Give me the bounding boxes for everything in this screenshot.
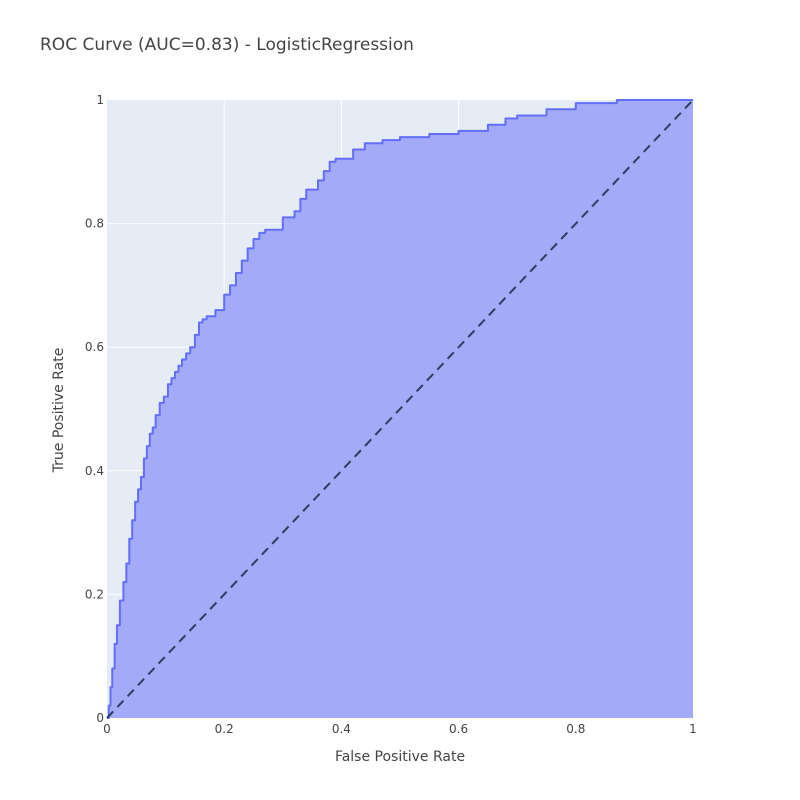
roc-curve-line (107, 99, 693, 719)
diagonal-reference-line (106, 99, 694, 719)
y-tick-label: 0.8 (85, 217, 104, 231)
series-layer (106, 99, 694, 719)
x-axis-ticks: 0 0.2 0.4 0.6 0.8 1 (103, 722, 697, 736)
x-tick-label: 0.6 (449, 722, 468, 736)
x-axis-label: False Positive Rate (335, 749, 465, 765)
x-tick-label: 0.4 (332, 722, 351, 736)
x-tick-label: 0.8 (566, 722, 585, 736)
x-tick-label: 1 (689, 722, 697, 736)
y-tick-label: 1 (96, 93, 104, 107)
chart-title: ROC Curve (AUC=0.83) - LogisticRegressio… (40, 35, 414, 55)
y-tick-label: 0.4 (85, 464, 104, 478)
x-tick-label: 0.2 (215, 722, 234, 736)
y-tick-label: 0 (96, 711, 104, 725)
y-tick-label: 0.6 (85, 340, 104, 354)
y-axis-label: True Positive Rate (51, 348, 67, 474)
y-tick-label: 0.2 (85, 587, 104, 601)
x-tick-label: 0 (103, 722, 111, 736)
y-axis-ticks: 0 0.2 0.4 0.6 0.8 1 (85, 93, 104, 725)
